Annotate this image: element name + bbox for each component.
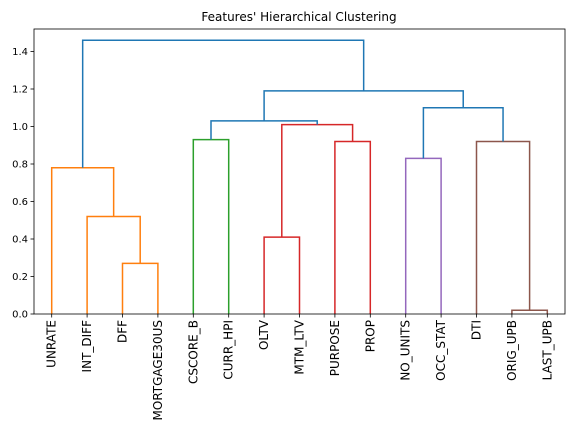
dendrogram-link-3 <box>50 167 115 314</box>
leaf-label-purpose: PURPOSE <box>328 320 342 376</box>
y-tick-label: 0.6 <box>12 197 28 208</box>
leaf-label-dti: DTI <box>470 320 484 340</box>
dendrogram-link-2 <box>86 215 141 314</box>
leaf-label-mtm-ltv: MTM_LTV <box>293 319 307 374</box>
y-tick-label: 1.2 <box>12 85 28 96</box>
dendrogram-link-14 <box>81 39 365 168</box>
dendrogram-link-8 <box>210 120 318 140</box>
y-tick-label: 0.8 <box>12 160 28 171</box>
dendrogram-link-4 <box>192 138 230 314</box>
leaf-label-mortgage30us: MORTGAGE30US <box>151 320 165 420</box>
leaf-label-curr-hpi: CURR_HPI <box>222 320 236 380</box>
leaf-label-unrate: UNRATE <box>45 320 59 368</box>
leaf-label-occ-stat: OCC_STAT <box>434 319 448 380</box>
y-tick-label: 0.2 <box>12 272 28 283</box>
y-axis: 0.0 0.2 0.4 0.6 0.8 1.0 1.2 1.4 <box>12 47 34 321</box>
leaf-label-prop: PROP <box>363 320 377 352</box>
dendrogram-link-11 <box>475 140 531 314</box>
leaf-label-oltv: OLTV <box>257 319 271 350</box>
leaf-label-dff: DFF <box>116 320 130 343</box>
leaf-label-no-units: NO_UNITS <box>399 320 413 381</box>
dendrogram-link-6 <box>334 140 372 314</box>
dendrogram-link-9 <box>404 157 442 314</box>
x-axis-leaf-labels: UNRATE INT_DIFF DFF MORTGAGE30US CSCORE_B CUR… <box>45 314 554 420</box>
dendrogram-link-13 <box>263 90 464 121</box>
y-tick-label: 0.4 <box>12 235 28 246</box>
plot-frame <box>33 28 566 315</box>
dendrogram-link-5 <box>263 236 301 314</box>
leaf-label-cscore-b: CSCORE_B <box>186 320 200 384</box>
dendrogram-link-10 <box>511 309 549 314</box>
y-tick-label: 0.0 <box>12 310 28 321</box>
y-tick-label: 1.0 <box>12 122 28 133</box>
leaf-label-orig-upb: ORIG_UPB <box>505 320 519 381</box>
dendrogram-links <box>50 39 549 314</box>
y-tick-label: 1.4 <box>12 47 28 58</box>
dendrogram-link-1 <box>121 262 159 314</box>
leaf-label-last-upb: LAST_UPB <box>540 320 554 380</box>
leaf-label-int-diff: INT_DIFF <box>80 320 94 373</box>
chart-title: Features' Hierarchical Clustering <box>201 10 396 24</box>
dendrogram-link-12 <box>422 107 504 159</box>
